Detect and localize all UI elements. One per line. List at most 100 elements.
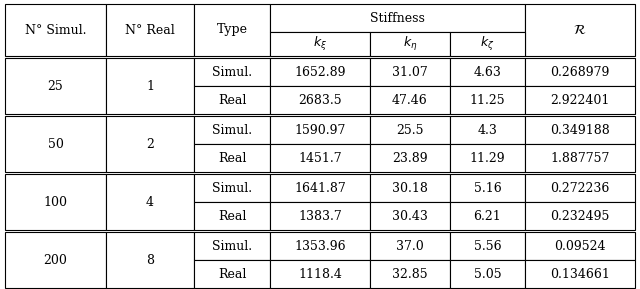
Text: Type: Type: [216, 23, 248, 36]
Bar: [525, 58, 635, 86]
Bar: [5, 174, 106, 230]
Bar: [370, 232, 450, 260]
Text: 2683.5: 2683.5: [298, 94, 342, 107]
Bar: [194, 58, 270, 86]
Text: $k_\xi$: $k_\xi$: [313, 35, 327, 53]
Text: 25: 25: [47, 79, 63, 92]
Bar: [194, 174, 270, 202]
Bar: [106, 58, 194, 114]
Text: 1641.87: 1641.87: [294, 181, 346, 194]
Bar: [106, 174, 194, 230]
Text: Real: Real: [218, 210, 246, 223]
Text: 0.268979: 0.268979: [550, 66, 610, 79]
Bar: [194, 260, 270, 288]
Text: Real: Real: [218, 94, 246, 107]
Text: 1383.7: 1383.7: [298, 210, 342, 223]
Text: 31.07: 31.07: [392, 66, 428, 79]
Bar: [370, 32, 450, 56]
Text: Real: Real: [218, 151, 246, 164]
Text: Stiffness: Stiffness: [370, 12, 425, 25]
Text: 0.232495: 0.232495: [550, 210, 610, 223]
Text: 50: 50: [47, 138, 63, 151]
Bar: [5, 232, 106, 288]
Bar: [194, 4, 270, 56]
Bar: [525, 202, 635, 230]
Bar: [370, 260, 450, 288]
Text: 0.349188: 0.349188: [550, 123, 610, 136]
Bar: [370, 58, 450, 86]
Bar: [270, 32, 370, 56]
Text: 11.25: 11.25: [470, 94, 506, 107]
Bar: [5, 4, 106, 56]
Bar: [194, 202, 270, 230]
Bar: [525, 86, 635, 114]
Bar: [450, 202, 525, 230]
Bar: [525, 144, 635, 172]
Text: 100: 100: [44, 195, 67, 208]
Bar: [450, 116, 525, 144]
Bar: [194, 232, 270, 260]
Text: N° Simul.: N° Simul.: [25, 23, 86, 36]
Text: Simul.: Simul.: [212, 123, 252, 136]
Text: 6.21: 6.21: [474, 210, 501, 223]
Bar: [450, 232, 525, 260]
Text: 11.29: 11.29: [470, 151, 506, 164]
Text: 1118.4: 1118.4: [298, 268, 342, 281]
Bar: [370, 202, 450, 230]
Bar: [5, 58, 106, 114]
Text: 5.05: 5.05: [474, 268, 501, 281]
Bar: [270, 202, 370, 230]
Bar: [270, 260, 370, 288]
Text: Simul.: Simul.: [212, 240, 252, 253]
Bar: [370, 86, 450, 114]
Text: 1451.7: 1451.7: [298, 151, 342, 164]
Bar: [450, 174, 525, 202]
Text: 25.5: 25.5: [396, 123, 424, 136]
Bar: [270, 4, 525, 32]
Bar: [450, 58, 525, 86]
Bar: [370, 174, 450, 202]
Bar: [370, 144, 450, 172]
Bar: [450, 260, 525, 288]
Text: 5.16: 5.16: [474, 181, 501, 194]
Bar: [106, 116, 194, 172]
Bar: [270, 144, 370, 172]
Bar: [450, 32, 525, 56]
Bar: [194, 116, 270, 144]
Text: 1652.89: 1652.89: [294, 66, 346, 79]
Bar: [270, 174, 370, 202]
Bar: [194, 86, 270, 114]
Text: 1.887757: 1.887757: [550, 151, 610, 164]
Text: 1: 1: [146, 79, 154, 92]
Text: 30.43: 30.43: [392, 210, 428, 223]
Text: 0.272236: 0.272236: [550, 181, 610, 194]
Text: $k_\eta$: $k_\eta$: [403, 35, 417, 53]
Text: 32.85: 32.85: [392, 268, 428, 281]
Bar: [5, 116, 106, 172]
Text: Real: Real: [218, 268, 246, 281]
Text: $k_\zeta$: $k_\zeta$: [480, 35, 495, 53]
Bar: [370, 116, 450, 144]
Bar: [106, 232, 194, 288]
Bar: [525, 174, 635, 202]
Text: $\mathcal{R}$: $\mathcal{R}$: [573, 23, 587, 37]
Text: 47.46: 47.46: [392, 94, 428, 107]
Text: 200: 200: [44, 253, 67, 266]
Text: 1590.97: 1590.97: [294, 123, 346, 136]
Bar: [270, 116, 370, 144]
Text: 4.3: 4.3: [477, 123, 497, 136]
Bar: [525, 232, 635, 260]
Bar: [194, 144, 270, 172]
Bar: [270, 232, 370, 260]
Text: 4: 4: [146, 195, 154, 208]
Text: Simul.: Simul.: [212, 66, 252, 79]
Text: 23.89: 23.89: [392, 151, 428, 164]
Bar: [106, 4, 194, 56]
Text: 1353.96: 1353.96: [294, 240, 346, 253]
Text: 5.56: 5.56: [474, 240, 501, 253]
Bar: [525, 116, 635, 144]
Bar: [450, 86, 525, 114]
Bar: [270, 58, 370, 86]
Bar: [270, 86, 370, 114]
Text: 37.0: 37.0: [396, 240, 424, 253]
